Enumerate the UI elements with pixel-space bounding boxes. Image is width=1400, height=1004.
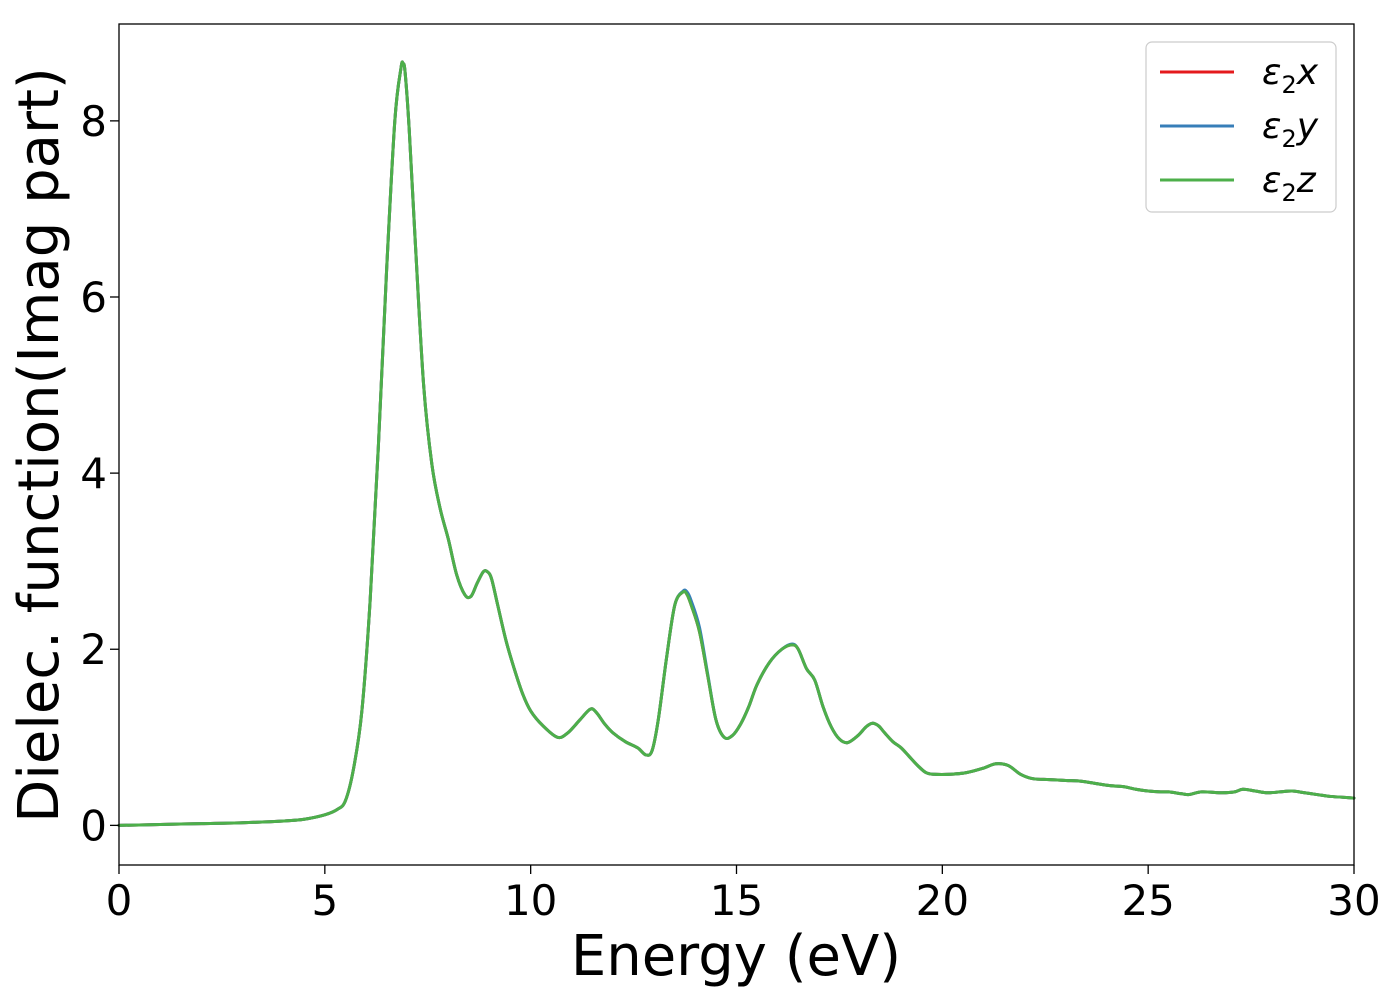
legend-label: ε2x bbox=[1262, 52, 1319, 99]
x-axis-ticks: 0 5 10 15 20 25 30 bbox=[106, 865, 1381, 925]
y-tick-label: 4 bbox=[80, 449, 107, 498]
series-layer bbox=[117, 60, 1356, 827]
x-axis-label: Energy (eV) bbox=[571, 924, 901, 989]
legend-label: ε2y bbox=[1262, 106, 1319, 153]
y-axis-label: Dielec. function(Imag part) bbox=[7, 67, 72, 823]
y-tick-label: 6 bbox=[80, 273, 107, 322]
legend-box bbox=[1145, 41, 1337, 213]
x-tick-label: 5 bbox=[311, 876, 338, 925]
series-line-z bbox=[117, 60, 1356, 827]
y-tick-label: 2 bbox=[80, 625, 107, 674]
x-tick-label: 20 bbox=[916, 876, 969, 925]
x-tick-label: 15 bbox=[710, 876, 763, 925]
legend: ε2x ε2y ε2z bbox=[1145, 41, 1337, 213]
y-axis-ticks: 0 2 4 6 8 bbox=[80, 97, 119, 850]
y-tick-label: 0 bbox=[80, 801, 107, 850]
x-tick-label: 10 bbox=[504, 876, 557, 925]
x-tick-label: 30 bbox=[1327, 876, 1380, 925]
legend-items: ε2x ε2y ε2z bbox=[1160, 52, 1319, 207]
x-tick-label: 0 bbox=[106, 876, 133, 925]
legend-label: ε2z bbox=[1262, 160, 1317, 207]
x-tick-label: 25 bbox=[1121, 876, 1174, 925]
y-tick-label: 8 bbox=[80, 97, 107, 146]
